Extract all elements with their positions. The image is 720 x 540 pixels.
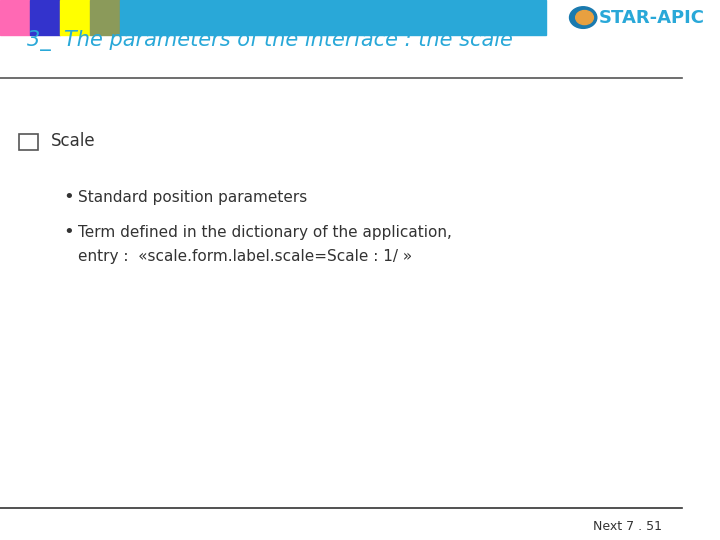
- Text: Next 7 . 51: Next 7 . 51: [593, 520, 662, 533]
- Text: •: •: [63, 223, 73, 241]
- Text: entry :  «scale.form.label.scale=Scale : 1/ »: entry : «scale.form.label.scale=Scale : …: [78, 249, 413, 264]
- Bar: [30, 0, 60, 35]
- Circle shape: [570, 6, 597, 28]
- Text: Scale: Scale: [51, 132, 96, 151]
- Circle shape: [576, 10, 593, 24]
- Bar: [60, 0, 90, 35]
- Text: Standard position parameters: Standard position parameters: [78, 190, 307, 205]
- Text: •: •: [63, 188, 73, 206]
- Text: Term defined in the dictionary of the application,: Term defined in the dictionary of the ap…: [78, 225, 452, 240]
- Text: STAR-APIC: STAR-APIC: [599, 9, 705, 26]
- Bar: [120, 0, 546, 35]
- Bar: [0, 0, 30, 35]
- Bar: [90, 0, 120, 35]
- Text: 3_  The parameters of the interface : the scale: 3_ The parameters of the interface : the…: [27, 30, 513, 51]
- FancyBboxPatch shape: [19, 134, 38, 150]
